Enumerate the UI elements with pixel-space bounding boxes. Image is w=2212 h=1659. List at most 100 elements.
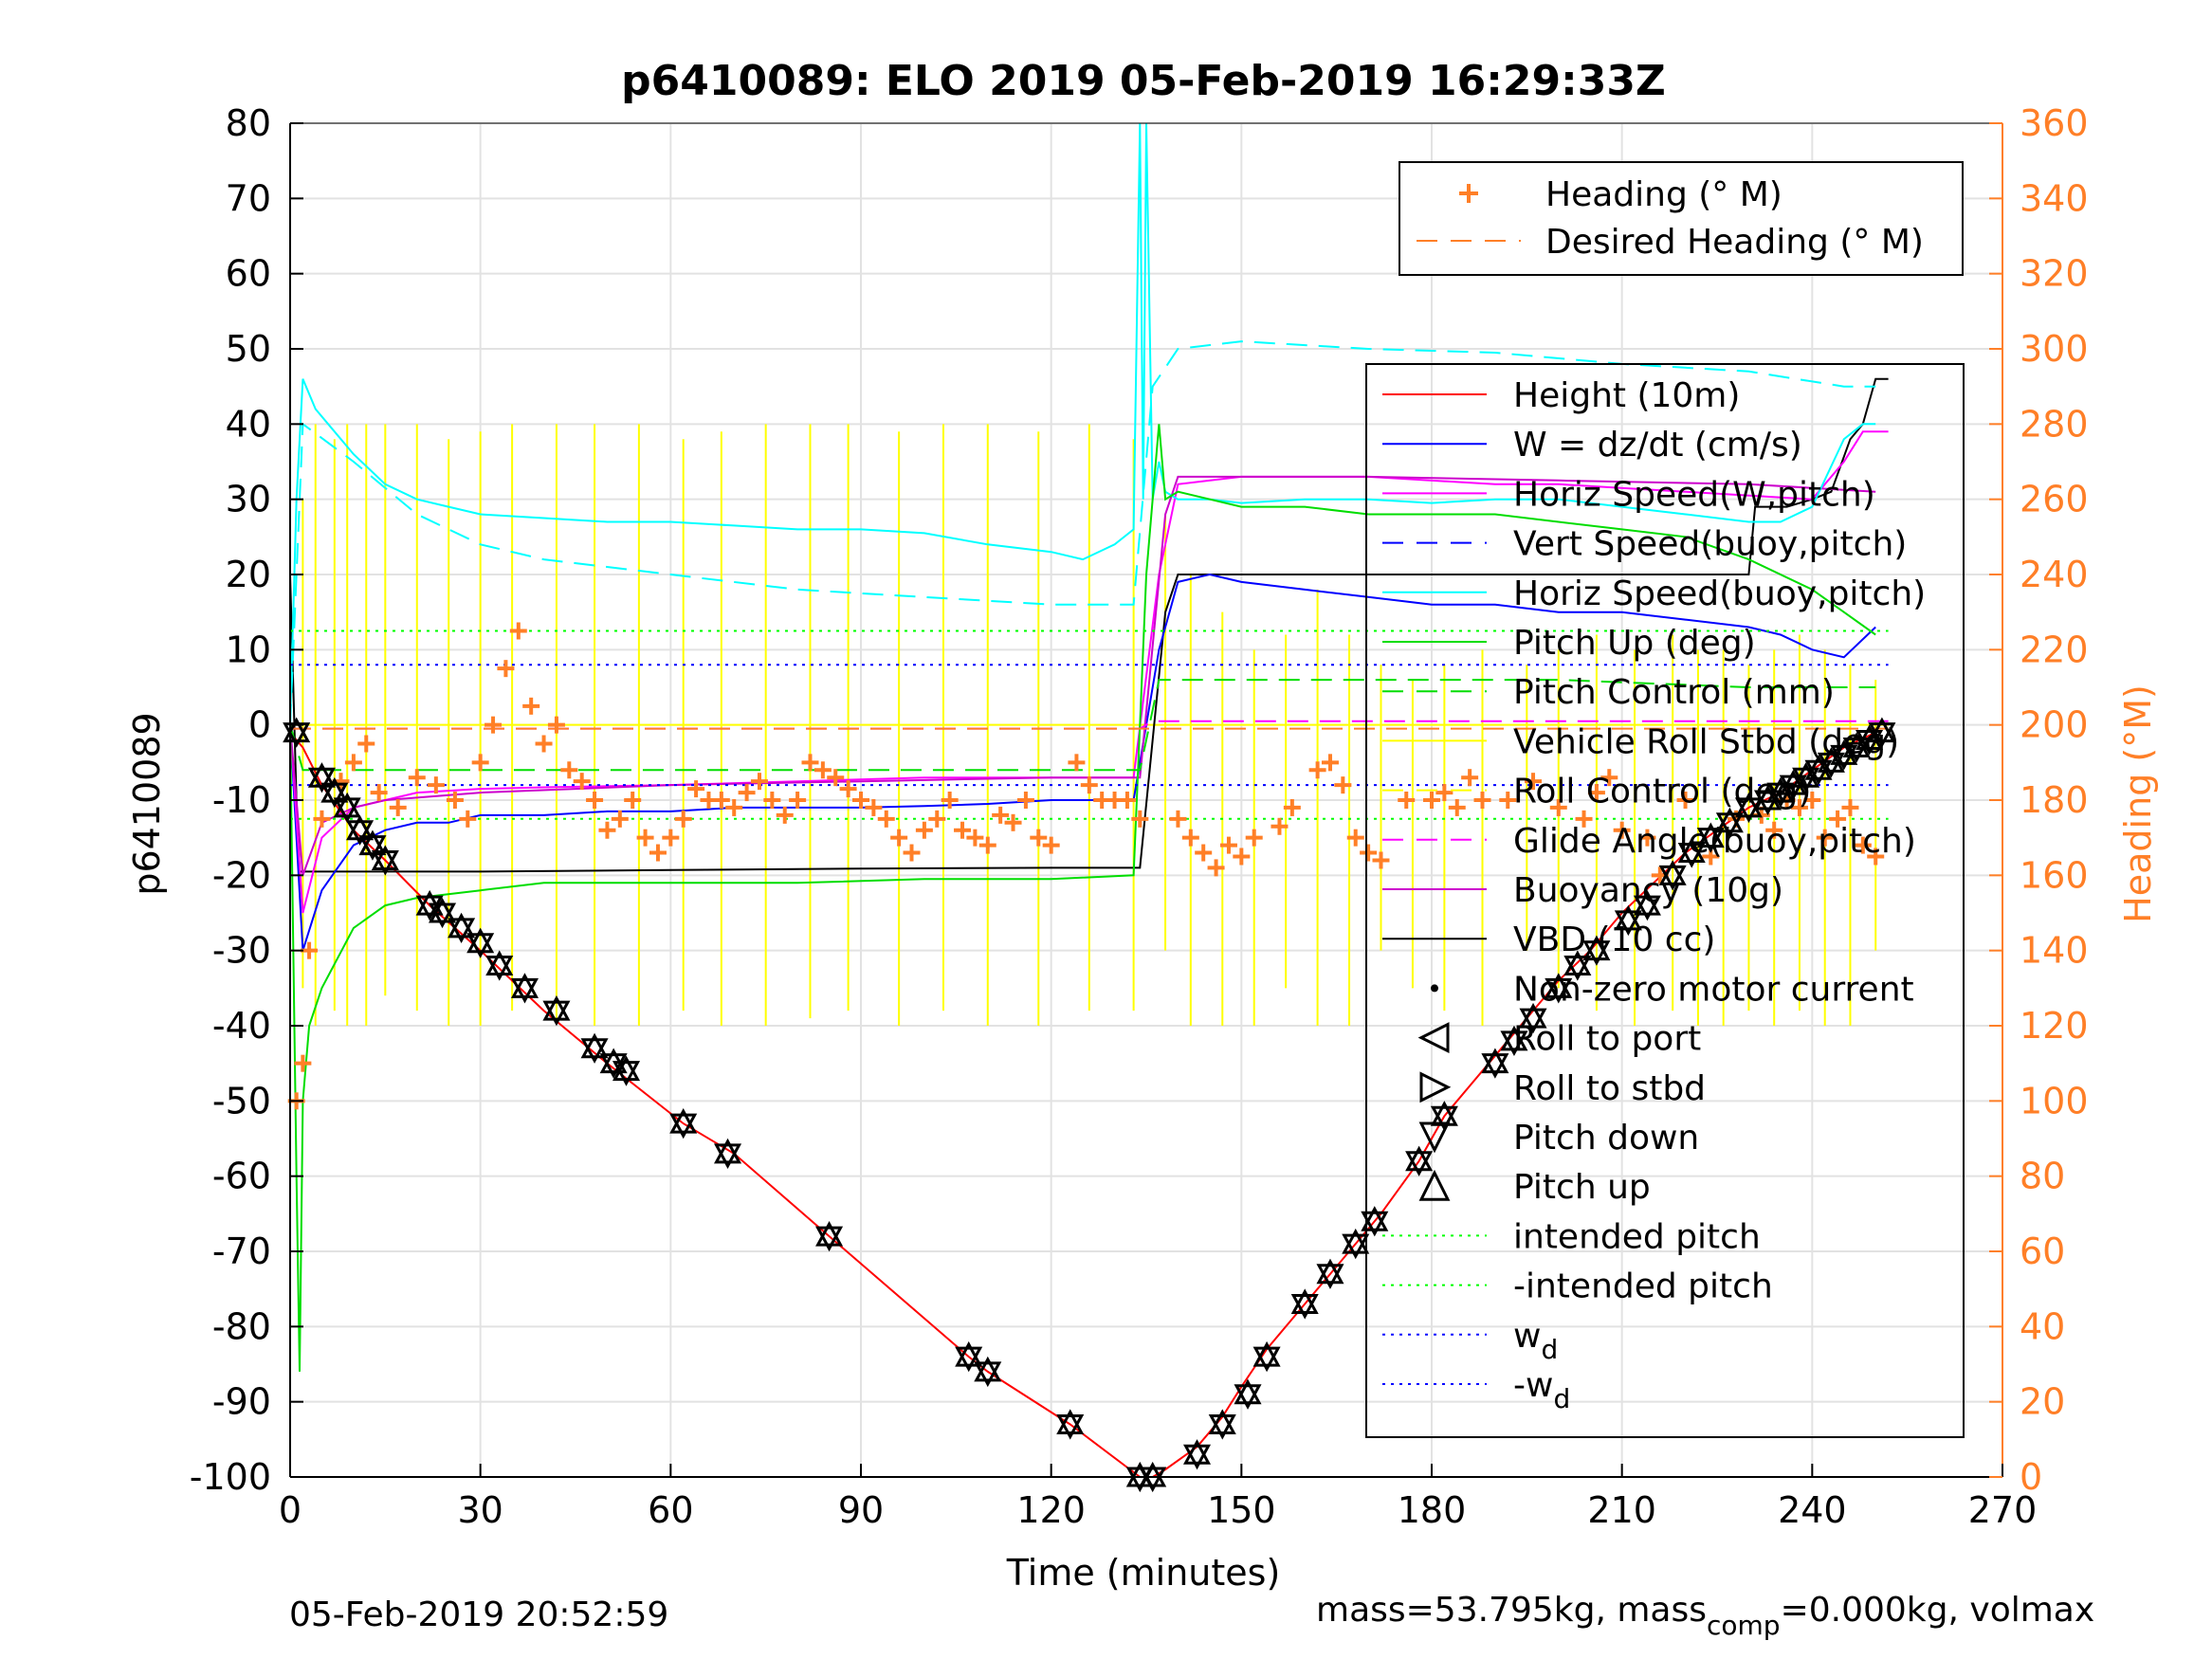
legend-heading-box [1398,161,1964,276]
pitch-up-marker [1633,889,1661,916]
heading-point [484,716,503,734]
pitch-down-marker [1234,1384,1262,1410]
pitch-up-marker [307,762,336,788]
x-tick-label: 120 [1016,1489,1086,1531]
pitch-up-marker [1658,860,1687,885]
y-tick-label: -60 [212,1156,271,1197]
y2-tick-label: 220 [2020,629,2089,670]
heading-point [1448,798,1466,816]
pitch-down-marker [448,918,476,943]
heading-point [1283,798,1301,816]
legend-main-label: Vehicle Roll Stbd (deg) [1513,722,1899,761]
y2-tick-label: 160 [2020,854,2089,896]
motor-marker [1658,860,1687,891]
pitch-down-marker [714,1143,742,1169]
legend-main-entry: -wd [1382,1366,1570,1414]
heading-point [1461,769,1479,787]
heading-point [427,776,445,794]
heading-point [624,792,642,809]
heading-point [1042,836,1060,854]
motor-marker [815,1221,844,1252]
motor-marker [1056,1409,1085,1440]
motor-marker [1582,935,1611,966]
motor-marker [1252,1340,1281,1373]
pitch-up-marker [1734,792,1763,818]
heading-point [890,829,908,847]
heading-point [389,798,407,816]
chart-title: p6410089: ELO 2019 05-Feb-2019 16:29:33Z [621,57,1666,105]
x-tick-label: 0 [279,1489,302,1531]
pitch-up-marker [815,1221,844,1247]
heading-point [915,821,933,839]
pitch-down-marker [429,902,457,929]
heading-point [573,773,591,791]
legend-main-entry: Roll to port [1417,1020,1701,1059]
x-tick-label: 210 [1587,1489,1656,1531]
heading-point [1790,798,1808,816]
heading-point [662,829,680,847]
y-tick-label: -20 [212,854,271,896]
heading-point [357,735,375,753]
legend-main-label-text: Non-zero motor current [1513,970,1914,1009]
legend-heading-label: Desired Heading (° M) [1545,223,1924,262]
y-tick-label: -50 [212,1080,271,1121]
pitch-up-marker [1582,935,1611,961]
y-tick-label: 20 [226,554,271,595]
heading-point [459,810,477,828]
heading-point [827,769,845,787]
heading-point [1181,829,1199,847]
motor-marker [612,1055,641,1086]
legend-main-entry: Vert Speed(buoy,pitch) [1382,525,1907,564]
heading-point [370,784,388,802]
heading-point [954,821,972,839]
heading-point [1004,813,1022,831]
pitch-down-marker [1715,812,1744,838]
heading-point [1321,754,1339,772]
heading-point [1587,784,1605,802]
y2-tick-label: 320 [2020,253,2089,295]
heading-point [877,810,895,828]
legend-main-label: Horiz Speed(W,pitch) [1513,475,1875,514]
footer-date: 05-Feb-2019 20:52:59 [289,1595,668,1634]
heading-point [560,761,578,779]
pitch-down-marker [974,1361,1002,1388]
legend-main-entry: Horiz Speed(buoy,pitch) [1382,574,1926,613]
heading-point [1346,829,1364,847]
legend-main-label-text: intended pitch [1513,1217,1761,1256]
y-tick-labels: -100-90-80-70-60-50-40-30-20-10010203040… [190,102,271,1498]
legend-main-label-text: Roll to stbd [1513,1069,1706,1108]
motor-marker [1696,822,1725,853]
heading-point [1423,792,1440,809]
motor-marker [307,762,336,793]
y-tick-label: -90 [212,1381,271,1423]
y-tick-label: 30 [226,479,271,520]
y-tick-label: 80 [226,102,271,144]
heading-point [1219,836,1237,854]
motor-marker [1342,1228,1370,1260]
legend-main-entry: Pitch Control (mm) [1382,673,1835,712]
heading-point [497,660,515,678]
pitch-down-marker [510,977,539,1004]
heading-point [1435,784,1453,802]
legend-main-label-text: Height (10m) [1513,376,1740,415]
legend-main-entry: Height (10m) [1382,376,1740,415]
heading-point [941,792,959,809]
legend-main-label-text: W = dz/dt (cm/s) [1513,426,1802,465]
pitch-down-marker [333,797,361,824]
pitch-down-marker [1500,1030,1528,1056]
pitch-down-marker [1361,1211,1389,1237]
motor-marker [1234,1378,1262,1410]
heading-point [978,836,996,854]
pitch-up-marker [1868,717,1896,743]
motor-marker [1405,1145,1434,1176]
heading-point [1245,829,1263,847]
pitch-up-marker [1696,822,1725,848]
heading-point [674,810,692,828]
x-tick-label: 60 [648,1489,693,1531]
heading-point [1016,792,1034,809]
legend-main-label-sub: d [1553,1383,1570,1414]
series-line [289,377,1889,873]
legend-main-entry: Pitch up [1418,1168,1651,1207]
pitch-down-marker [346,820,375,846]
